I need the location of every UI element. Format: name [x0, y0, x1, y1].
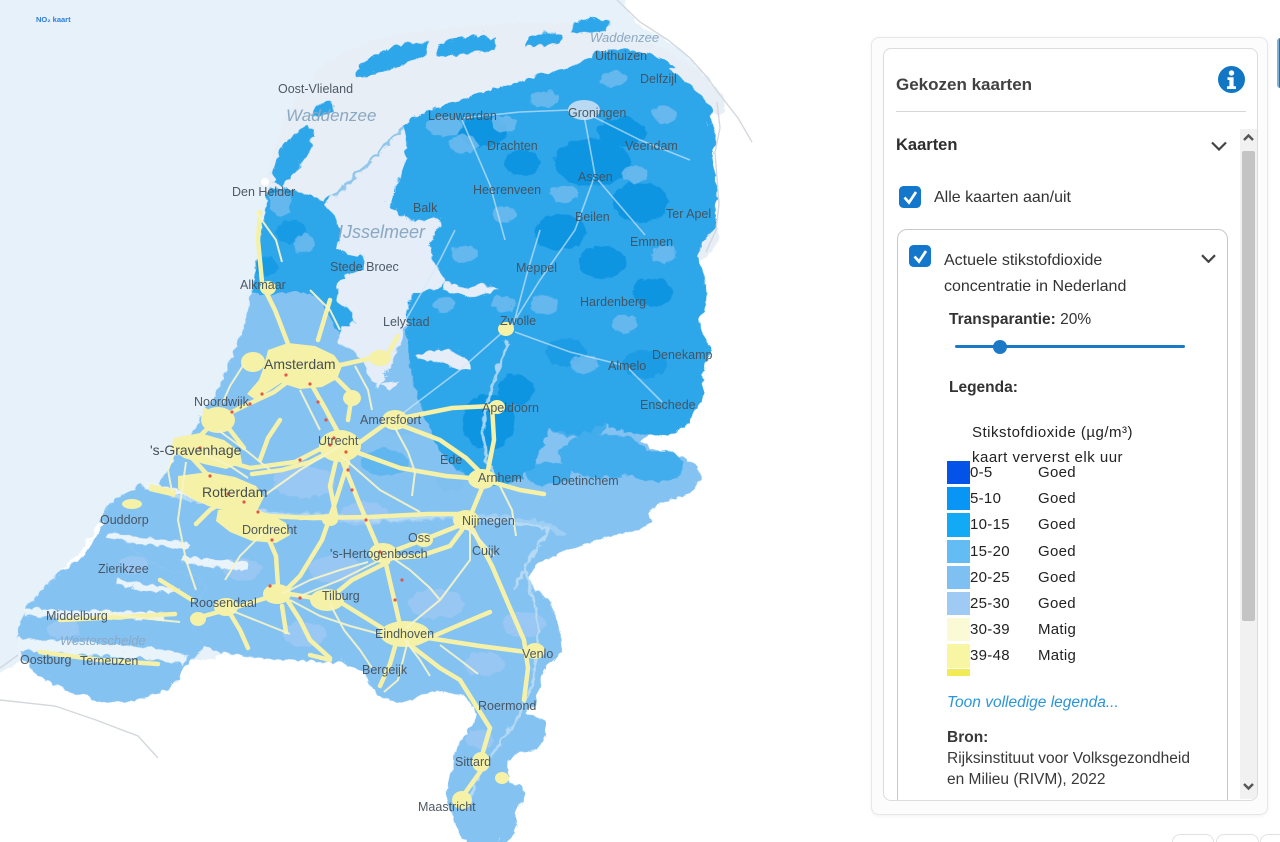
svg-text:'s-Gravenhage: 's-Gravenhage: [150, 442, 242, 458]
svg-text:Nijmegen: Nijmegen: [462, 514, 515, 528]
svg-text:Oss: Oss: [408, 531, 430, 545]
svg-text:Roosendaal: Roosendaal: [190, 596, 257, 610]
svg-text:Amsterdam: Amsterdam: [264, 356, 336, 372]
svg-text:Dordrecht: Dordrecht: [242, 523, 297, 537]
svg-text:Drachten: Drachten: [487, 139, 538, 153]
svg-text:Waddenzee: Waddenzee: [590, 30, 659, 45]
svg-text:Terneuzen: Terneuzen: [80, 654, 138, 668]
svg-text:Assen: Assen: [578, 170, 613, 184]
svg-text:Roermond: Roermond: [478, 699, 536, 713]
svg-text:'s-Hertogenbosch: 's-Hertogenbosch: [330, 547, 428, 561]
svg-text:Stede Broec: Stede Broec: [330, 260, 399, 274]
svg-text:Doetinchem: Doetinchem: [552, 474, 619, 488]
svg-text:Alkmaar: Alkmaar: [240, 278, 286, 292]
svg-text:NO₂ kaart: NO₂ kaart: [36, 15, 71, 24]
svg-text:Den Helder: Den Helder: [232, 185, 295, 199]
svg-text:Middelburg: Middelburg: [46, 609, 108, 623]
svg-text:Eindhoven: Eindhoven: [375, 627, 434, 641]
svg-text:Sittard: Sittard: [455, 755, 491, 769]
svg-text:Tilburg: Tilburg: [322, 589, 360, 603]
svg-text:Meppel: Meppel: [516, 261, 557, 275]
svg-text:IJsselmeer: IJsselmeer: [338, 222, 426, 242]
svg-text:Apeldoorn: Apeldoorn: [482, 401, 539, 415]
svg-text:Balk: Balk: [413, 201, 438, 215]
svg-text:Hardenberg: Hardenberg: [580, 295, 646, 309]
svg-text:Westerschelde: Westerschelde: [60, 633, 146, 648]
svg-text:Uithuizen: Uithuizen: [595, 49, 647, 63]
svg-text:Beilen: Beilen: [575, 210, 610, 224]
svg-text:Oostburg: Oostburg: [20, 653, 71, 667]
svg-text:Bergeijk: Bergeijk: [362, 663, 408, 677]
svg-text:Almelo: Almelo: [608, 359, 646, 373]
svg-text:Maastricht: Maastricht: [418, 800, 476, 814]
svg-text:Denekamp: Denekamp: [652, 348, 712, 362]
svg-text:Veendam: Veendam: [625, 139, 678, 153]
svg-text:Oost-Vlieland: Oost-Vlieland: [278, 82, 353, 96]
svg-text:Ouddorp: Ouddorp: [100, 513, 149, 527]
svg-text:Zwolle: Zwolle: [500, 314, 536, 328]
svg-text:Delfzijl: Delfzijl: [640, 72, 677, 86]
svg-text:Waddenzee: Waddenzee: [286, 106, 376, 125]
svg-text:Utrecht: Utrecht: [318, 434, 359, 448]
svg-text:Arnhem: Arnhem: [478, 471, 522, 485]
svg-text:Ede: Ede: [440, 453, 462, 467]
svg-text:Lelystad: Lelystad: [383, 315, 430, 329]
svg-text:Enschede: Enschede: [640, 398, 696, 412]
svg-text:Zierikzee: Zierikzee: [98, 562, 149, 576]
svg-text:Groningen: Groningen: [568, 106, 626, 120]
svg-text:Heerenveen: Heerenveen: [473, 183, 541, 197]
svg-text:Noordwijk: Noordwijk: [194, 395, 250, 409]
svg-text:Emmen: Emmen: [630, 235, 673, 249]
svg-text:Ter Apel: Ter Apel: [666, 207, 711, 221]
svg-text:Amersfoort: Amersfoort: [360, 413, 422, 427]
svg-text:Leeuwarden: Leeuwarden: [428, 109, 497, 123]
svg-text:Rotterdam: Rotterdam: [202, 484, 267, 500]
svg-text:Cuijk: Cuijk: [472, 544, 501, 558]
svg-text:Venlo: Venlo: [522, 647, 553, 661]
